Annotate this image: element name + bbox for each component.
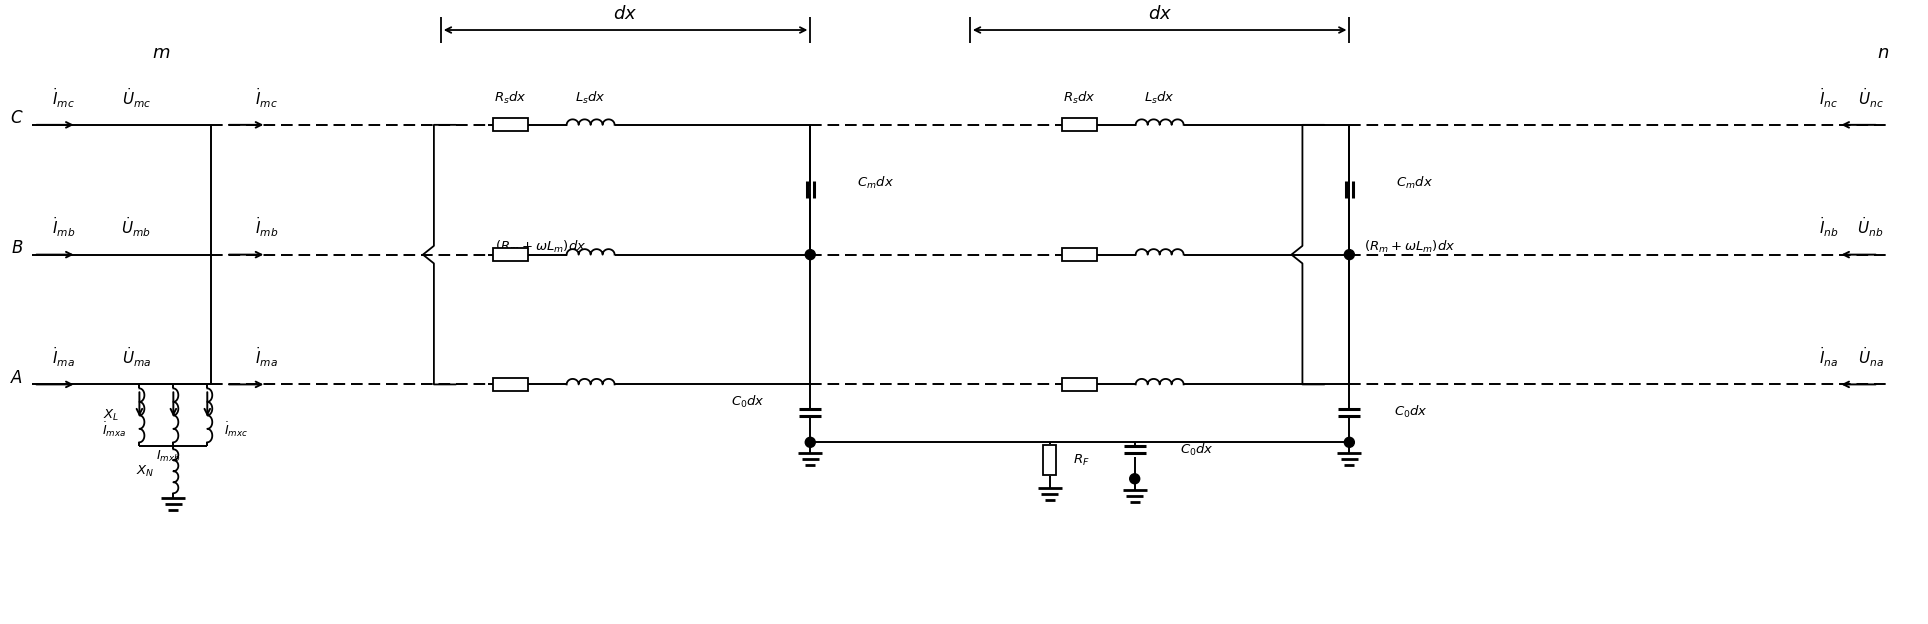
Text: $\dot{U}_{nc}$: $\dot{U}_{nc}$ <box>1857 86 1884 110</box>
Text: $C_0 dx$: $C_0 dx$ <box>1180 442 1213 458</box>
Text: $C_0 dx$: $C_0 dx$ <box>731 394 765 411</box>
Text: $L_s dx$: $L_s dx$ <box>1143 90 1176 106</box>
Bar <box>494 378 528 391</box>
Text: $L_s dx$: $L_s dx$ <box>575 90 605 106</box>
Bar <box>1043 446 1057 475</box>
Text: $\dot{I}_{mxb}$: $\dot{I}_{mxb}$ <box>156 445 181 464</box>
Text: $\dot{U}_{na}$: $\dot{U}_{na}$ <box>1857 346 1884 369</box>
Text: $X_N$: $X_N$ <box>137 464 154 479</box>
Text: $\dot{I}_{nc}$: $\dot{I}_{nc}$ <box>1818 86 1837 110</box>
Text: $\dot{U}_{mc}$: $\dot{U}_{mc}$ <box>121 86 150 110</box>
Text: $R_F$: $R_F$ <box>1074 453 1089 468</box>
Text: $X_L$: $X_L$ <box>104 408 120 423</box>
Bar <box>1062 119 1097 131</box>
Text: $m$: $m$ <box>152 44 170 62</box>
Text: $\dot{I}_{mxc}$: $\dot{I}_{mxc}$ <box>224 420 249 439</box>
Text: $\dot{U}_{mb}$: $\dot{U}_{mb}$ <box>121 216 152 240</box>
Text: $\dot{I}_{mc}$: $\dot{I}_{mc}$ <box>52 86 75 110</box>
Circle shape <box>806 250 816 260</box>
Text: $(R_m + \omega L_m)dx$: $(R_m + \omega L_m)dx$ <box>1363 238 1456 255</box>
Circle shape <box>1130 474 1139 484</box>
Text: $C$: $C$ <box>10 110 23 127</box>
Text: $(R_m + \omega L_m)dx$: $(R_m + \omega L_m)dx$ <box>495 238 586 255</box>
Bar <box>494 248 528 261</box>
Text: $\dot{U}_{ma}$: $\dot{U}_{ma}$ <box>121 346 150 369</box>
Text: $\dot{I}_{mb}$: $\dot{I}_{mb}$ <box>254 216 278 240</box>
Text: $\dot{I}_{mc}$: $\dot{I}_{mc}$ <box>254 86 278 110</box>
Text: $\dot{I}_{na}$: $\dot{I}_{na}$ <box>1818 346 1837 369</box>
Circle shape <box>1344 437 1353 447</box>
Text: $\dot{I}_{mb}$: $\dot{I}_{mb}$ <box>52 216 75 240</box>
Text: $dx$: $dx$ <box>1147 5 1172 23</box>
Text: $\dot{I}_{ma}$: $\dot{I}_{ma}$ <box>52 346 75 369</box>
Text: $R_s dx$: $R_s dx$ <box>1064 90 1097 106</box>
Text: $\dot{U}_{nb}$: $\dot{U}_{nb}$ <box>1857 216 1884 240</box>
Text: $A$: $A$ <box>10 370 23 387</box>
Text: $\dot{I}_{ma}$: $\dot{I}_{ma}$ <box>254 346 278 369</box>
Text: $C_0 dx$: $C_0 dx$ <box>1394 404 1429 421</box>
Circle shape <box>806 437 816 447</box>
Text: $C_m dx$: $C_m dx$ <box>856 175 895 191</box>
Text: $n$: $n$ <box>1878 44 1889 62</box>
Bar <box>1062 378 1097 391</box>
Text: $C_m dx$: $C_m dx$ <box>1396 175 1433 191</box>
Bar <box>1062 248 1097 261</box>
Text: $R_s dx$: $R_s dx$ <box>494 90 526 106</box>
Text: $\dot{I}_{mxa}$: $\dot{I}_{mxa}$ <box>102 420 127 439</box>
Text: $dx$: $dx$ <box>613 5 638 23</box>
Text: $\dot{I}_{nb}$: $\dot{I}_{nb}$ <box>1818 216 1839 240</box>
Circle shape <box>1344 250 1353 260</box>
Text: $B$: $B$ <box>12 240 23 257</box>
Bar <box>494 119 528 131</box>
